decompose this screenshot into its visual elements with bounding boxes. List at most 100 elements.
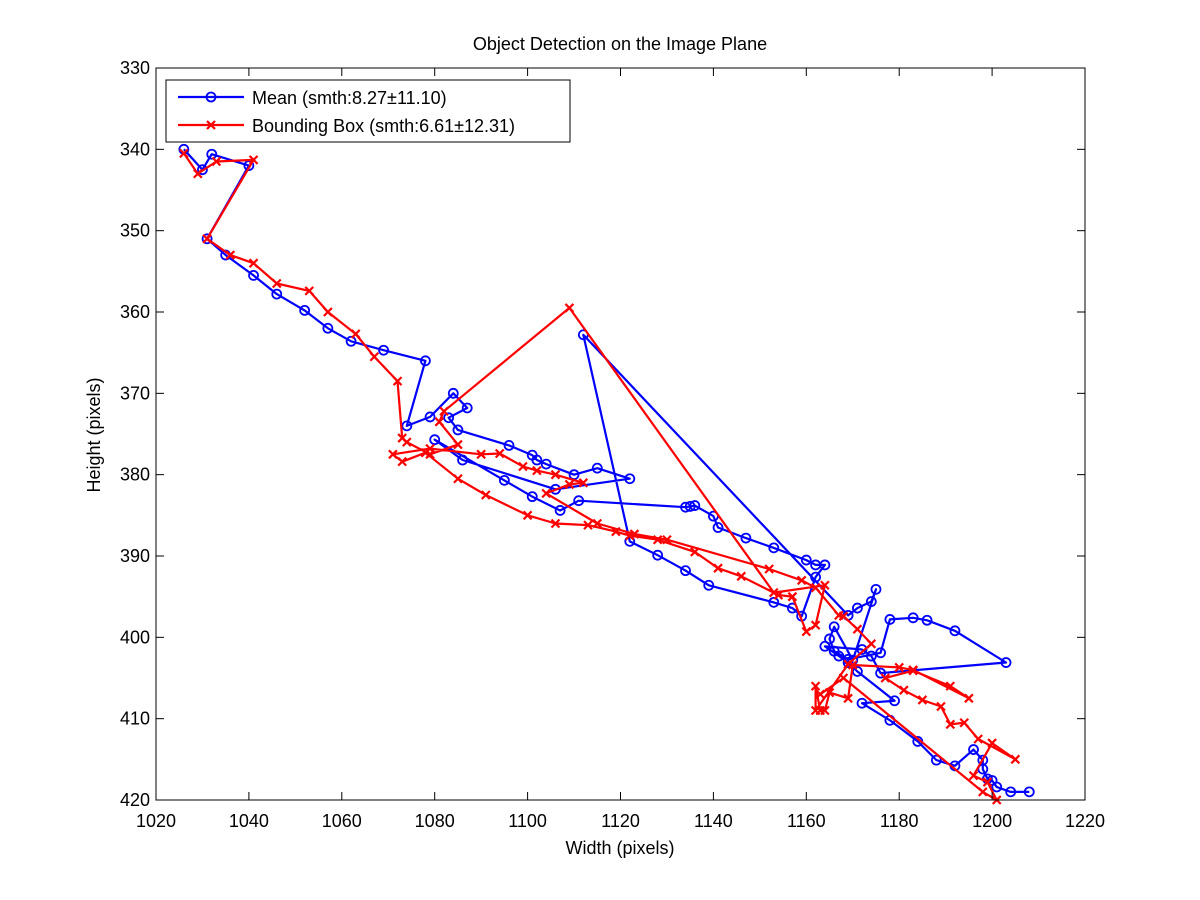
data-point-mean-43	[810, 571, 821, 583]
data-point-bbox-84	[978, 787, 988, 797]
data-point-mean-27	[457, 454, 468, 466]
data-point-mean-38	[740, 532, 752, 544]
data-point-mean-19	[503, 439, 515, 451]
data-point-bbox-65	[843, 693, 853, 704]
data-point-mean-80	[968, 744, 979, 755]
data-point-mean-69	[856, 644, 868, 655]
data-point-bbox-61	[810, 681, 821, 691]
data-point-bbox-49	[592, 518, 603, 529]
x-tick-label: 1100	[508, 811, 547, 831]
x-tick-label: 1200	[972, 811, 1012, 831]
data-point-mean-7	[271, 288, 283, 300]
data-point-bbox-21	[820, 580, 830, 591]
data-point-bbox-64	[824, 687, 835, 698]
data-point-bbox-43	[518, 461, 528, 472]
data-point-bbox-52	[764, 564, 774, 574]
x-tick-label: 1180	[880, 811, 919, 831]
data-point-mean-66	[1000, 657, 1012, 668]
data-point-mean-55	[870, 583, 882, 595]
data-point-mean-6	[248, 269, 259, 281]
x-tick-label: 1160	[787, 811, 826, 831]
data-point-bbox-24	[787, 591, 798, 602]
data-point-bbox-73	[899, 685, 909, 695]
data-point-mean-70	[819, 640, 831, 652]
data-point-bbox-26	[736, 571, 747, 582]
legend-sample-mean	[178, 91, 244, 103]
plot-area	[178, 143, 1035, 805]
data-point-bbox-85	[838, 673, 849, 683]
data-point-mean-48	[680, 565, 691, 577]
data-point-mean-85	[991, 781, 1003, 793]
data-point-bbox-58	[866, 639, 877, 649]
x-tick-label: 1080	[415, 811, 455, 831]
data-point-bbox-54	[810, 582, 821, 593]
y-tick-label: 360	[120, 302, 150, 322]
data-point-mean-18	[452, 424, 464, 436]
data-point-bbox-7	[271, 278, 282, 289]
data-point-mean-57	[828, 621, 840, 633]
legend-label-bounding-box: Bounding Box (smth:6.61±12.31)	[252, 116, 515, 136]
data-point-mean-8	[299, 304, 311, 316]
data-point-bbox-16	[453, 439, 463, 450]
data-point-mean-46	[768, 596, 780, 608]
data-point-bbox-76	[945, 719, 956, 730]
data-point-mean-17	[443, 412, 455, 424]
data-point-mean-1	[197, 164, 208, 176]
data-point-mean-87	[1023, 786, 1035, 798]
data-point-mean-22	[540, 458, 552, 470]
data-point-mean-26	[550, 483, 561, 495]
data-point-mean-9	[322, 322, 334, 334]
legend-marker-x	[206, 120, 216, 130]
y-tick-label: 390	[120, 546, 150, 566]
data-point-mean-64	[921, 614, 933, 626]
data-point-mean-58	[824, 633, 835, 645]
data-point-mean-39	[768, 542, 780, 554]
data-point-mean-47	[703, 579, 715, 591]
data-point-bbox-69	[964, 693, 974, 704]
data-point-bbox-46	[578, 478, 589, 488]
legend-sample-bounding-box	[178, 120, 244, 130]
data-point-bbox-36	[453, 473, 463, 484]
data-point-bbox-81	[968, 770, 979, 781]
y-tick-label: 410	[120, 709, 150, 729]
data-point-bbox-38	[397, 456, 407, 467]
data-point-bbox-67	[894, 662, 904, 673]
data-point-bbox-28	[690, 547, 700, 557]
data-point-bbox-32	[583, 520, 593, 530]
data-point-mean-71	[833, 650, 845, 662]
data-point-bbox-74	[917, 695, 928, 705]
data-point-mean-28	[429, 434, 441, 446]
data-point-mean-11	[378, 344, 390, 356]
data-point-bbox-22	[810, 620, 821, 630]
data-point-bbox-51	[662, 534, 672, 545]
data-point-bbox-18	[439, 406, 449, 417]
data-point-mean-67	[875, 667, 887, 679]
data-point-bbox-35	[481, 490, 491, 500]
data-point-bbox-6	[248, 258, 259, 268]
data-point-bbox-33	[550, 518, 561, 529]
data-point-mean-25	[624, 473, 636, 485]
y-tick-label: 420	[120, 790, 150, 810]
data-point-mean-16	[461, 402, 473, 414]
x-tick-label: 1220	[1065, 811, 1105, 831]
data-point-mean-34	[684, 500, 696, 512]
data-point-bbox-72	[880, 673, 891, 683]
x-tick-label: 1120	[601, 811, 640, 831]
data-point-mean-30	[526, 491, 538, 503]
data-point-bbox-0	[179, 148, 189, 159]
x-tick-label: 1020	[136, 811, 176, 831]
data-point-mean-24	[591, 462, 603, 474]
data-point-mean-42	[819, 559, 831, 571]
data-point-mean-15	[447, 387, 459, 399]
data-point-mean-32	[573, 495, 585, 507]
data-point-mean-49	[652, 549, 664, 561]
data-point-bbox-50	[629, 529, 640, 539]
data-point-mean-63	[907, 612, 919, 624]
data-point-mean-74	[889, 695, 900, 707]
data-point-mean-68	[865, 650, 877, 662]
data-point-bbox-3	[248, 155, 259, 165]
data-point-bbox-19	[564, 303, 575, 313]
data-point-bbox-5	[225, 250, 236, 260]
data-point-mean-12	[420, 355, 431, 367]
